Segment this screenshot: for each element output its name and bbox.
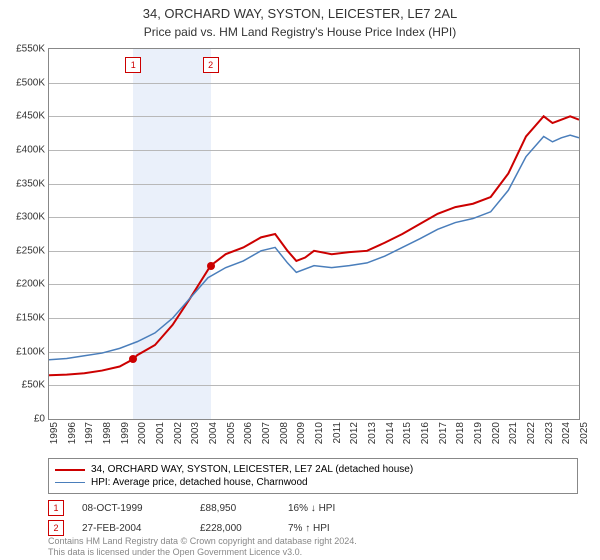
x-tick-label: 2001 bbox=[155, 422, 166, 444]
sale-date: 27-FEB-2004 bbox=[82, 523, 182, 534]
chart-container: 34, ORCHARD WAY, SYSTON, LEICESTER, LE7 … bbox=[0, 0, 600, 560]
x-tick-label: 2016 bbox=[420, 422, 431, 444]
x-tick-label: 2009 bbox=[296, 422, 307, 444]
y-tick-label: £450K bbox=[1, 111, 45, 122]
legend-swatch bbox=[55, 469, 85, 471]
chart-title: 34, ORCHARD WAY, SYSTON, LEICESTER, LE7 … bbox=[0, 0, 600, 23]
sales-table: 1 08-OCT-1999 £88,950 16% ↓ HPI 2 27-FEB-2004… bbox=[48, 498, 578, 538]
x-tick-label: 2021 bbox=[508, 422, 519, 444]
x-tick-label: 2015 bbox=[402, 422, 413, 444]
footnote: Contains HM Land Registry data © Crown c… bbox=[48, 536, 357, 558]
x-tick-label: 2012 bbox=[349, 422, 360, 444]
x-tick-label: 2007 bbox=[261, 422, 272, 444]
x-tick-label: 1996 bbox=[67, 422, 78, 444]
x-tick-label: 2002 bbox=[173, 422, 184, 444]
sale-marker-dot bbox=[129, 355, 137, 363]
y-tick-label: £0 bbox=[1, 414, 45, 425]
legend-item: HPI: Average price, detached house, Char… bbox=[55, 476, 571, 489]
sale-price: £228,000 bbox=[200, 523, 270, 534]
x-tick-label: 2013 bbox=[367, 422, 378, 444]
x-tick-label: 2011 bbox=[332, 422, 343, 444]
footnote-line: Contains HM Land Registry data © Crown c… bbox=[48, 536, 357, 547]
y-tick-label: £350K bbox=[1, 178, 45, 189]
x-tick-label: 2020 bbox=[491, 422, 502, 444]
x-tick-label: 2023 bbox=[544, 422, 555, 444]
x-tick-label: 1999 bbox=[120, 422, 131, 444]
sale-date: 08-OCT-1999 bbox=[82, 503, 182, 514]
x-tick-label: 2010 bbox=[314, 422, 325, 444]
legend-box: 34, ORCHARD WAY, SYSTON, LEICESTER, LE7 … bbox=[48, 458, 578, 494]
y-tick-label: £300K bbox=[1, 212, 45, 223]
x-tick-label: 2014 bbox=[385, 422, 396, 444]
x-tick-label: 2000 bbox=[137, 422, 148, 444]
x-tick-label: 2024 bbox=[561, 422, 572, 444]
chart-subtitle: Price paid vs. HM Land Registry's House … bbox=[0, 23, 600, 39]
series-line bbox=[49, 135, 579, 360]
sale-marker-label: 1 bbox=[125, 57, 141, 73]
y-tick-label: £550K bbox=[1, 44, 45, 55]
x-tick-label: 2022 bbox=[526, 422, 537, 444]
x-tick-label: 2025 bbox=[579, 422, 590, 444]
x-tick-label: 2018 bbox=[455, 422, 466, 444]
x-tick-label: 2003 bbox=[190, 422, 201, 444]
legend-label: HPI: Average price, detached house, Char… bbox=[91, 477, 308, 488]
x-tick-label: 2005 bbox=[226, 422, 237, 444]
y-tick-label: £250K bbox=[1, 245, 45, 256]
legend-item: 34, ORCHARD WAY, SYSTON, LEICESTER, LE7 … bbox=[55, 463, 571, 476]
legend-label: 34, ORCHARD WAY, SYSTON, LEICESTER, LE7 … bbox=[91, 464, 413, 475]
line-layer bbox=[49, 49, 579, 419]
x-tick-label: 1997 bbox=[84, 422, 95, 444]
x-tick-label: 2006 bbox=[243, 422, 254, 444]
y-tick-label: £50K bbox=[1, 380, 45, 391]
x-tick-label: 2019 bbox=[473, 422, 484, 444]
x-tick-label: 1995 bbox=[49, 422, 60, 444]
y-tick-label: £100K bbox=[1, 346, 45, 357]
y-tick-label: £150K bbox=[1, 313, 45, 324]
series-line bbox=[49, 116, 579, 375]
x-tick-label: 2017 bbox=[438, 422, 449, 444]
sale-row: 2 27-FEB-2004 £228,000 7% ↑ HPI bbox=[48, 518, 578, 538]
plot-area: £0£50K£100K£150K£200K£250K£300K£350K£400… bbox=[48, 48, 580, 420]
y-tick-label: £200K bbox=[1, 279, 45, 290]
sale-index-box: 2 bbox=[48, 520, 64, 536]
legend-swatch bbox=[55, 482, 85, 483]
sale-hpi-delta: 7% ↑ HPI bbox=[288, 523, 368, 534]
x-tick-label: 1998 bbox=[102, 422, 113, 444]
y-tick-label: £400K bbox=[1, 144, 45, 155]
sale-hpi-delta: 16% ↓ HPI bbox=[288, 503, 368, 514]
sale-marker-label: 2 bbox=[203, 57, 219, 73]
x-tick-label: 2008 bbox=[279, 422, 290, 444]
sale-index-box: 1 bbox=[48, 500, 64, 516]
sale-marker-dot bbox=[207, 262, 215, 270]
x-tick-label: 2004 bbox=[208, 422, 219, 444]
sale-price: £88,950 bbox=[200, 503, 270, 514]
footnote-line: This data is licensed under the Open Gov… bbox=[48, 547, 357, 558]
sale-row: 1 08-OCT-1999 £88,950 16% ↓ HPI bbox=[48, 498, 578, 518]
y-tick-label: £500K bbox=[1, 77, 45, 88]
